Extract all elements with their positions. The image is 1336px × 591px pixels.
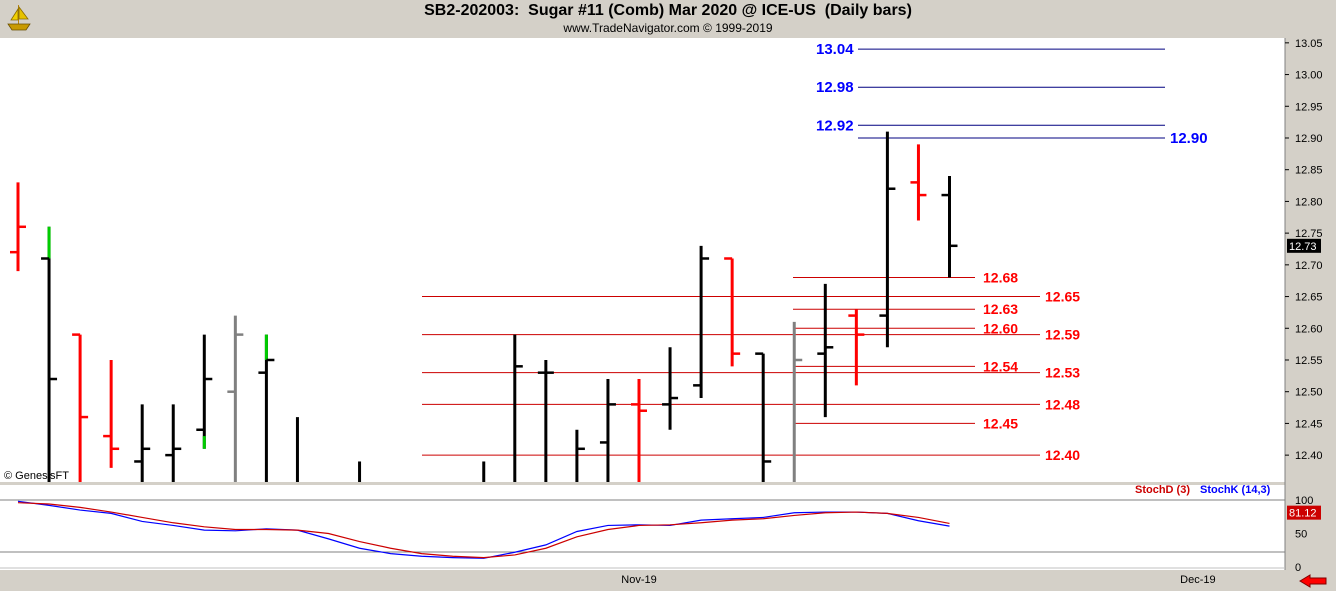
support-label: 12.40 <box>1045 447 1080 463</box>
stochastic-panel: StochD (3) StochK (14,3) <box>17 484 1271 559</box>
resistance-label: 12.90 <box>1170 130 1208 147</box>
price-tick-label: 13.00 <box>1295 70 1323 82</box>
price-tick-label: 12.50 <box>1295 387 1323 399</box>
panel-divider <box>0 482 1336 485</box>
support-label: 12.65 <box>1045 289 1080 305</box>
chart-header: SB2-202003: Sugar #11 (Comb) Mar 2020 @ … <box>0 0 1336 38</box>
support-label: 12.63 <box>983 301 1018 317</box>
price-tick-label: 12.85 <box>1295 165 1323 177</box>
legend-stoch-d: StochD (3) <box>1135 484 1190 496</box>
price-tick-label: 12.60 <box>1295 323 1323 335</box>
scroll-left-arrow-icon[interactable] <box>1299 574 1327 588</box>
resistance-label: 12.98 <box>816 79 854 96</box>
price-tick-label: 12.65 <box>1295 292 1323 304</box>
support-label: 12.53 <box>1045 365 1080 381</box>
resistance-label: 12.92 <box>816 117 854 134</box>
last-price-label: 12.73 <box>1289 241 1317 253</box>
chart-title: SB2-202003: Sugar #11 (Comb) Mar 2020 @ … <box>424 2 912 19</box>
support-label: 12.45 <box>983 415 1018 431</box>
price-tick-label: 12.80 <box>1295 196 1323 208</box>
price-tick-label: 12.45 <box>1295 418 1323 430</box>
genesis-ship-logo-icon <box>4 3 34 33</box>
y-axis-strip <box>1285 38 1336 570</box>
x-axis-label: Nov-19 <box>621 574 656 586</box>
support-label: 12.54 <box>983 358 1018 374</box>
price-tick-label: 12.55 <box>1295 355 1323 367</box>
stoch-tick-label: 50 <box>1295 529 1307 541</box>
price-panel: 13.04 12.98 12.92 12.90 12.68 12.65 12.63 12.60… <box>4 41 1208 482</box>
price-tick-label: 13.05 <box>1295 38 1323 50</box>
stoch-tick-label: 0 <box>1295 562 1301 574</box>
support-label: 12.59 <box>1045 327 1080 343</box>
chart-subtitle: www.TradeNavigator.com © 1999-2019 <box>563 21 773 35</box>
x-axis-strip <box>0 570 1336 591</box>
stoch-d-line <box>17 502 950 559</box>
stoch-tick-label: 100 <box>1295 495 1313 507</box>
stoch-k-line <box>17 500 950 559</box>
watermark: © GenesisFT <box>4 470 69 482</box>
support-label: 12.48 <box>1045 396 1080 412</box>
price-tick-label: 12.40 <box>1295 450 1323 462</box>
stoch-last-value-label: 81.12 <box>1289 508 1317 520</box>
support-label: 12.68 <box>983 270 1018 286</box>
x-axis-label: Dec-19 <box>1180 574 1215 586</box>
price-tick-label: 12.90 <box>1295 133 1323 145</box>
resistance-label: 13.04 <box>816 41 854 58</box>
chart-frame <box>0 38 1336 591</box>
last-price-box <box>1287 238 1321 253</box>
price-tick-label: 12.75 <box>1295 228 1323 240</box>
support-label: 12.60 <box>983 320 1018 336</box>
price-tick-label: 12.70 <box>1295 260 1323 272</box>
price-tick-label: 12.95 <box>1295 101 1323 113</box>
legend-stoch-k: StochK (14,3) <box>1200 484 1271 496</box>
axis-layer: 13.05 13.00 12.95 12.90 12.85 12.80 12.75 12.70… <box>621 38 1327 588</box>
stoch-last-value-box <box>1287 505 1321 520</box>
